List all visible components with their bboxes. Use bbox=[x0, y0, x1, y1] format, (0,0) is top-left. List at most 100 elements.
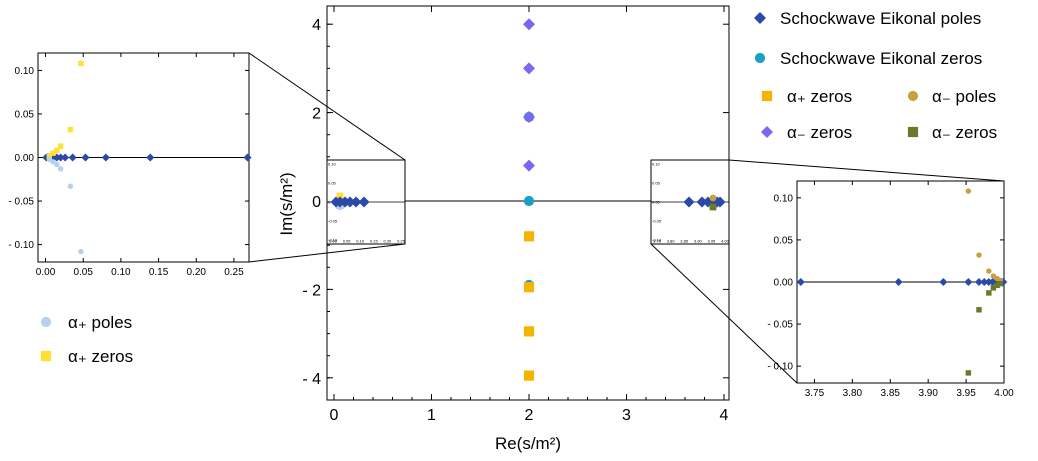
mini-y-tick-label: 0.00 bbox=[652, 200, 661, 205]
left-inset-plot: 0.00 0.05 0.10 0.15 0.20 0.25 - 0.10 - 0.05 0.00… bbox=[8, 52, 252, 278]
y-tick-label: - 0.10 bbox=[8, 240, 34, 251]
mini-x-tick-label: 0.05 bbox=[343, 239, 352, 244]
data-point bbox=[523, 282, 535, 293]
mini-y-tick-label: -0.05 bbox=[652, 219, 662, 224]
y-tick-label: 2 bbox=[312, 106, 321, 123]
x-tick-label: 0.20 bbox=[187, 267, 207, 278]
data-point bbox=[523, 326, 535, 337]
x-axis-label: Re(s/m²) bbox=[495, 434, 561, 453]
legend-label: α₊ zeros bbox=[68, 347, 133, 366]
x-tick-label: 0.05 bbox=[73, 267, 93, 278]
data-point bbox=[523, 111, 535, 124]
mini-y-tick-label: 0.05 bbox=[652, 181, 661, 186]
data-point bbox=[980, 278, 989, 286]
legend-marker bbox=[40, 316, 52, 328]
mini-x-tick-label: 0.10 bbox=[356, 239, 365, 244]
data-point bbox=[523, 231, 535, 242]
data-point bbox=[50, 150, 56, 156]
legend-marker bbox=[761, 90, 773, 102]
x-tick-label: 3.90 bbox=[918, 388, 938, 399]
data-point bbox=[976, 307, 982, 313]
left-inset-legend: α₊ poles α₊ zeros bbox=[40, 313, 133, 366]
zoom-connector-line bbox=[650, 243, 798, 384]
legend-label: Schockwave Eikonal poles bbox=[780, 9, 981, 28]
y-tick-label: - 4 bbox=[302, 371, 321, 388]
legend-marker bbox=[907, 126, 919, 138]
mini-y-tick-label: 0.10 bbox=[652, 162, 661, 167]
data-point bbox=[61, 153, 70, 162]
data-point bbox=[46, 153, 53, 159]
y-tick-label: 0.10 bbox=[774, 193, 794, 204]
x-tick-label: 4 bbox=[720, 407, 729, 424]
x-tick-label: 3 bbox=[622, 407, 631, 424]
x-tick-label: 0.25 bbox=[224, 267, 244, 278]
legend-label: α₋ zeros bbox=[932, 123, 997, 142]
data-point bbox=[101, 153, 110, 162]
data-point bbox=[964, 278, 973, 286]
legend-label: α₊ zeros bbox=[787, 87, 852, 106]
mini-y-tick-label: 0.10 bbox=[328, 162, 337, 167]
legend-marker bbox=[40, 350, 52, 362]
legend-label: α₊ poles bbox=[68, 313, 132, 332]
data-point bbox=[78, 60, 84, 67]
mini-x-tick-label: 3.90 bbox=[694, 239, 703, 244]
mini-x-tick-label: 3.75 bbox=[653, 239, 662, 244]
zoom-connector-lines bbox=[248, 52, 1005, 384]
x-tick-label: 3.95 bbox=[956, 388, 976, 399]
mini-x-tick-label: 3.85 bbox=[680, 239, 689, 244]
data-point bbox=[986, 268, 992, 274]
main-legend: Schockwave Eikonal poles Schockwave Eikon… bbox=[754, 9, 997, 142]
x-tick-label: 0.15 bbox=[149, 267, 169, 278]
mini-y-tick-label: -0.05 bbox=[328, 219, 338, 224]
x-tick-label: 4.00 bbox=[994, 388, 1014, 399]
x-tick-label: 0 bbox=[330, 407, 339, 424]
right-inset-plot: 3.753.803.853.903.954.00- 0.10- 0.050.00… bbox=[767, 180, 1014, 399]
x-tick-label: 2 bbox=[525, 407, 534, 424]
data-point bbox=[523, 195, 535, 207]
mini-x-tick-label: 0.25 bbox=[397, 239, 406, 244]
mini-x-tick-label: 0.20 bbox=[384, 239, 393, 244]
y-tick-label: - 0.05 bbox=[8, 197, 34, 208]
data-point bbox=[68, 153, 77, 162]
x-tick-label: 0.00 bbox=[36, 267, 56, 278]
legend-label: Schockwave Eikonal zeros bbox=[780, 49, 982, 68]
data-point bbox=[939, 278, 948, 286]
data-point bbox=[344, 196, 356, 208]
mini-x-tick-label: 4.00 bbox=[721, 239, 730, 244]
x-tick-label: 3.85 bbox=[881, 388, 901, 399]
data-point bbox=[709, 194, 717, 202]
data-point bbox=[976, 252, 982, 258]
data-point bbox=[243, 153, 252, 162]
data-point bbox=[57, 143, 64, 149]
legend-marker bbox=[754, 52, 766, 64]
data-point bbox=[78, 248, 84, 255]
data-point bbox=[358, 196, 370, 208]
zoom-connector-line bbox=[248, 52, 406, 161]
y-tick-label: 0.10 bbox=[15, 66, 35, 77]
data-point bbox=[714, 196, 726, 208]
data-point bbox=[796, 278, 805, 286]
y-tick-label: 0.05 bbox=[774, 235, 794, 246]
data-point bbox=[523, 18, 535, 31]
x-tick-label: 3.75 bbox=[805, 388, 825, 399]
mini-y-tick-label: 0.05 bbox=[328, 181, 337, 186]
data-point bbox=[683, 196, 695, 208]
data-point bbox=[67, 126, 74, 133]
mini-y-tick-label: -0.10 bbox=[652, 238, 662, 243]
legend-label: α₋ poles bbox=[932, 87, 996, 106]
data-point bbox=[523, 159, 535, 172]
y-tick-label: 0.05 bbox=[15, 109, 35, 120]
mini-x-tick-label: 0.15 bbox=[370, 239, 379, 244]
zoom-connector-line bbox=[248, 243, 406, 263]
data-point bbox=[523, 62, 535, 75]
data-point bbox=[523, 370, 535, 381]
data-point bbox=[57, 166, 64, 172]
y-tick-label: 0.00 bbox=[774, 278, 794, 289]
y-tick-label: - 2 bbox=[302, 282, 321, 299]
legend-marker bbox=[761, 126, 773, 138]
right-mini-box: 0.10 0.05 0.00 -0.05 -0.103.75 3.80 3.85 3.90 3.… bbox=[650, 159, 730, 245]
data-point bbox=[696, 196, 708, 208]
data-point bbox=[997, 280, 1003, 287]
mini-x-tick-label: 3.80 bbox=[667, 239, 676, 244]
